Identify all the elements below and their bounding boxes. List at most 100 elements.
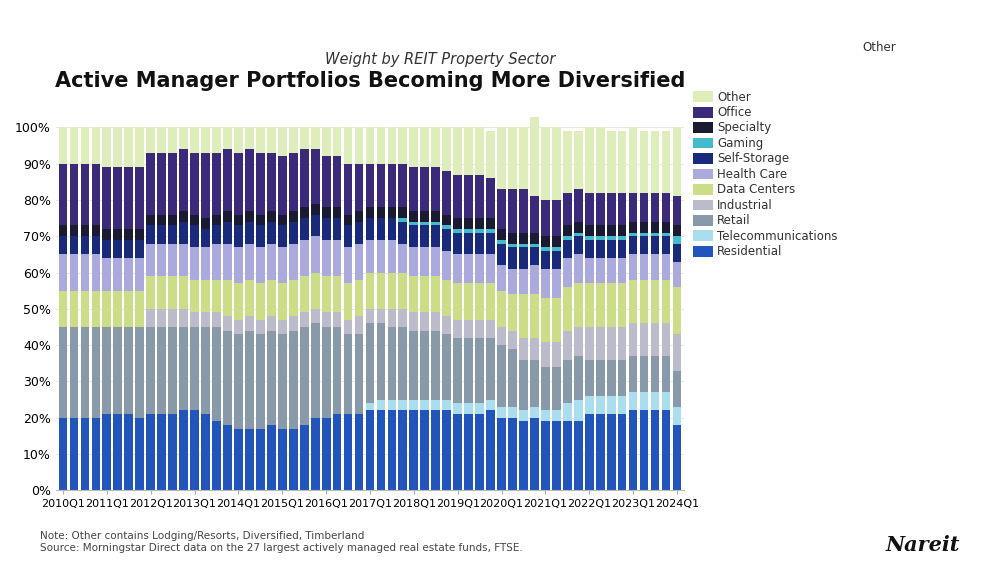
Bar [344, 334, 352, 414]
Bar [574, 222, 583, 233]
Bar [662, 131, 670, 193]
Text: Other: Other [862, 41, 896, 55]
Bar [102, 167, 111, 229]
Bar [541, 269, 550, 298]
Bar [596, 396, 605, 414]
Bar [508, 127, 517, 189]
Bar [322, 418, 331, 490]
Bar [267, 222, 276, 244]
Bar [278, 225, 287, 247]
Bar [618, 360, 626, 396]
Bar [201, 218, 210, 229]
Bar [201, 414, 210, 490]
Bar [596, 225, 605, 236]
Bar [596, 258, 605, 283]
Bar [278, 127, 287, 157]
Bar [234, 247, 243, 283]
Bar [464, 127, 473, 175]
Bar [607, 131, 616, 193]
Bar [662, 356, 670, 392]
Bar [607, 327, 616, 360]
Bar [673, 196, 681, 225]
Bar [333, 240, 341, 276]
Bar [212, 280, 221, 312]
Bar [201, 312, 210, 327]
Bar [267, 316, 276, 330]
Bar [585, 327, 594, 360]
Bar [442, 400, 451, 410]
Bar [157, 327, 166, 414]
Bar [497, 240, 506, 244]
Bar [289, 316, 298, 330]
Bar [234, 153, 243, 215]
Bar [168, 276, 177, 309]
Text: Nareit: Nareit [886, 535, 960, 555]
Bar [234, 215, 243, 225]
Bar [552, 200, 561, 236]
Bar [168, 244, 177, 276]
Bar [585, 236, 594, 240]
Bar [409, 330, 418, 400]
Bar [355, 334, 363, 414]
Bar [355, 280, 363, 316]
Bar [113, 414, 122, 490]
Bar [311, 204, 320, 215]
Bar [300, 327, 309, 425]
Bar [70, 291, 78, 327]
Bar [333, 207, 341, 218]
Bar [113, 127, 122, 167]
Bar [322, 276, 331, 312]
Bar [201, 153, 210, 218]
Bar [464, 229, 473, 233]
Bar [267, 127, 276, 153]
Bar [102, 258, 111, 291]
Bar [146, 244, 155, 276]
Bar [420, 312, 429, 330]
Bar [596, 236, 605, 240]
Bar [168, 309, 177, 327]
Bar [398, 410, 407, 490]
Bar [212, 215, 221, 225]
Bar [322, 240, 331, 276]
Bar [475, 175, 484, 218]
Bar [541, 342, 550, 367]
Bar [212, 244, 221, 280]
Bar [508, 269, 517, 294]
Bar [673, 225, 681, 236]
Bar [245, 222, 254, 244]
Bar [81, 127, 89, 164]
Bar [388, 272, 396, 309]
Bar [190, 280, 199, 312]
Bar [81, 418, 89, 490]
Bar [442, 280, 451, 316]
Bar [179, 244, 188, 276]
Bar [322, 207, 331, 218]
Bar [234, 127, 243, 153]
Bar [135, 327, 144, 418]
Bar [256, 428, 265, 490]
Bar [113, 167, 122, 229]
Bar [431, 400, 440, 410]
Bar [366, 309, 374, 323]
Bar [201, 127, 210, 153]
Bar [223, 425, 232, 490]
Bar [398, 218, 407, 222]
Bar [530, 196, 539, 233]
Bar [146, 127, 155, 153]
Bar [486, 229, 495, 233]
Bar [157, 414, 166, 490]
Bar [179, 149, 188, 211]
Bar [245, 316, 254, 330]
Bar [190, 410, 199, 490]
Bar [519, 247, 528, 269]
Bar [585, 360, 594, 396]
Bar [574, 327, 583, 356]
Bar [475, 338, 484, 403]
Bar [256, 215, 265, 225]
Bar [607, 193, 616, 225]
Bar [486, 410, 495, 490]
Bar [223, 316, 232, 330]
Bar [190, 153, 199, 215]
Bar [388, 327, 396, 400]
Bar [486, 338, 495, 400]
